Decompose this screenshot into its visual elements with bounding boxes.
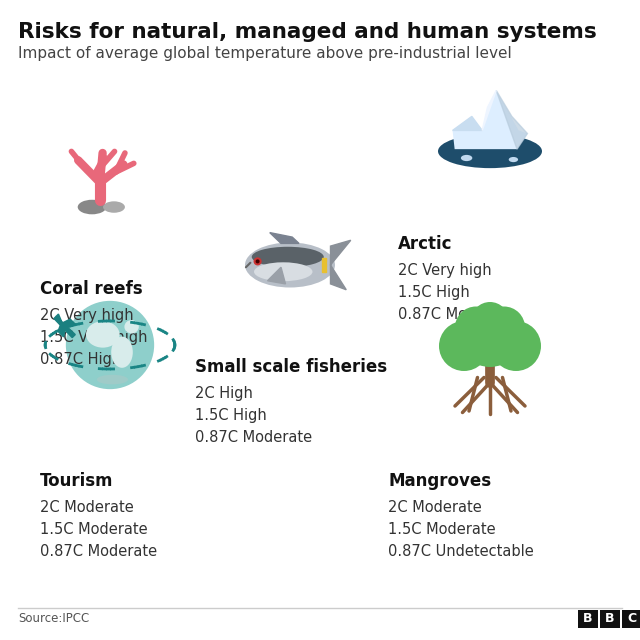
Polygon shape bbox=[54, 316, 76, 338]
Text: 1.5C High: 1.5C High bbox=[398, 285, 470, 300]
Polygon shape bbox=[452, 116, 482, 131]
Circle shape bbox=[439, 321, 489, 371]
Ellipse shape bbox=[245, 243, 335, 287]
FancyBboxPatch shape bbox=[622, 610, 640, 628]
Text: Impact of average global temperature above pre-industrial level: Impact of average global temperature abo… bbox=[18, 46, 512, 61]
Text: Source:IPCC: Source:IPCC bbox=[18, 612, 89, 625]
Ellipse shape bbox=[97, 375, 128, 385]
Polygon shape bbox=[496, 90, 527, 149]
Circle shape bbox=[491, 321, 541, 371]
Polygon shape bbox=[482, 90, 496, 131]
Text: 0.87C Undetectable: 0.87C Undetectable bbox=[388, 544, 534, 559]
Polygon shape bbox=[63, 319, 76, 328]
Text: Arctic: Arctic bbox=[398, 235, 452, 253]
Text: 0.87C Moderate: 0.87C Moderate bbox=[40, 544, 157, 559]
Circle shape bbox=[455, 307, 497, 349]
Text: B: B bbox=[583, 612, 593, 625]
Text: C: C bbox=[627, 612, 637, 625]
Text: 2C Moderate: 2C Moderate bbox=[388, 500, 482, 515]
Text: 2C Very high: 2C Very high bbox=[398, 263, 492, 278]
Circle shape bbox=[253, 257, 262, 266]
Text: 1.5C Moderate: 1.5C Moderate bbox=[388, 522, 495, 537]
Text: 1.5C High: 1.5C High bbox=[195, 408, 267, 423]
Text: 2C Very high: 2C Very high bbox=[40, 308, 134, 323]
Ellipse shape bbox=[77, 200, 106, 214]
Text: B: B bbox=[605, 612, 615, 625]
Text: 2C High: 2C High bbox=[195, 386, 253, 401]
Ellipse shape bbox=[103, 202, 125, 212]
Text: 0.87C Moderate: 0.87C Moderate bbox=[398, 307, 515, 322]
Text: 0.87C High: 0.87C High bbox=[40, 352, 121, 367]
Text: 2C Moderate: 2C Moderate bbox=[40, 500, 134, 515]
Circle shape bbox=[483, 307, 525, 349]
Ellipse shape bbox=[509, 157, 518, 162]
Ellipse shape bbox=[252, 247, 324, 267]
Text: Small scale fisheries: Small scale fisheries bbox=[195, 358, 387, 376]
Polygon shape bbox=[268, 268, 285, 284]
Text: 0.87C Moderate: 0.87C Moderate bbox=[195, 430, 312, 445]
Circle shape bbox=[471, 302, 509, 340]
Polygon shape bbox=[58, 325, 65, 337]
Polygon shape bbox=[452, 90, 527, 149]
Text: Tourism: Tourism bbox=[40, 472, 113, 490]
FancyBboxPatch shape bbox=[578, 610, 598, 628]
Text: 1.5C Moderate: 1.5C Moderate bbox=[40, 522, 148, 537]
Ellipse shape bbox=[124, 320, 139, 333]
Polygon shape bbox=[330, 240, 351, 290]
Text: 1.5C Very high: 1.5C Very high bbox=[40, 330, 147, 345]
Polygon shape bbox=[56, 314, 62, 322]
Polygon shape bbox=[269, 232, 299, 243]
Ellipse shape bbox=[254, 262, 312, 281]
Ellipse shape bbox=[438, 134, 542, 168]
Circle shape bbox=[66, 301, 154, 389]
Ellipse shape bbox=[86, 321, 120, 348]
Text: Mangroves: Mangroves bbox=[388, 472, 491, 490]
Ellipse shape bbox=[111, 337, 133, 368]
Text: Coral reefs: Coral reefs bbox=[40, 280, 143, 298]
FancyBboxPatch shape bbox=[600, 610, 620, 628]
Circle shape bbox=[255, 259, 260, 264]
Ellipse shape bbox=[461, 155, 472, 161]
Text: Risks for natural, managed and human systems: Risks for natural, managed and human sys… bbox=[18, 22, 596, 42]
Circle shape bbox=[459, 305, 521, 367]
